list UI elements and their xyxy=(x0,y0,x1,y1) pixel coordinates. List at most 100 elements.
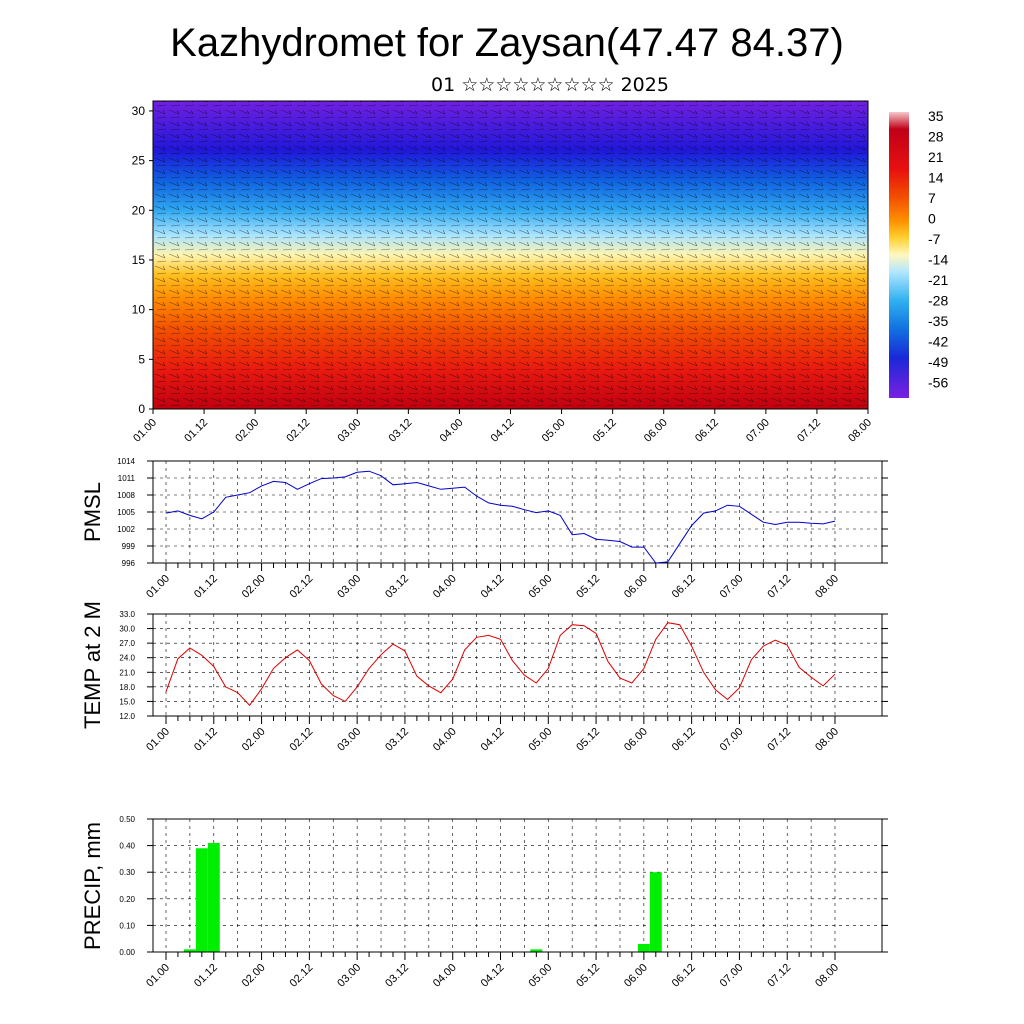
precip-bar xyxy=(207,842,220,952)
wind-vectors xyxy=(153,101,868,409)
ytick-label: 0.10 xyxy=(119,921,135,930)
temp-panel: 12.015.018.021.024.027.030.033.0 01.00 01… xyxy=(80,601,888,754)
xtick-label: 05.12 xyxy=(574,573,602,601)
colorbar-label: 0 xyxy=(928,211,936,227)
xtick-label: 07.12 xyxy=(765,962,793,990)
xtick-label: 08.00 xyxy=(813,962,841,990)
ytick-label: 15.0 xyxy=(119,697,135,706)
heatmap-ytick-label: 25 xyxy=(132,154,146,168)
xtick-label: 03.00 xyxy=(335,726,363,754)
ytick-label: 33.0 xyxy=(119,610,135,619)
precip-y-axis: 0.00 0.10 0.20 0.30 0.40 0.50 xyxy=(119,815,888,957)
ytick-label: 1008 xyxy=(117,491,135,500)
ytick-label: 30.0 xyxy=(119,625,135,634)
xtick-label: 02.12 xyxy=(288,726,316,754)
xtick-label: 07.00 xyxy=(718,962,746,990)
heatmap-xtick-label: 04.12 xyxy=(489,417,517,445)
pmsl-x-axis: 01.00 01.12 02.00 02.12 03.00 03.12 04.00 04.12… xyxy=(144,563,841,601)
colorbar-label: 7 xyxy=(928,190,936,206)
heatmap-xtick-label: 02.12 xyxy=(284,417,312,445)
ytick-label: 24.0 xyxy=(119,654,135,663)
xtick-label: 07.12 xyxy=(765,573,793,601)
xtick-label: 04.12 xyxy=(479,573,507,601)
xtick-label: 01.00 xyxy=(144,573,172,601)
heatmap-xtick-label: 01.12 xyxy=(182,417,210,445)
colorbar-bar xyxy=(889,112,909,398)
xtick-label: 06.12 xyxy=(670,573,698,601)
ytick-label: 0.50 xyxy=(119,815,135,824)
chart-title: Kazhydromet for Zaysan(47.47 84.37) xyxy=(170,21,844,65)
heatmap-xtick-label: 06.00 xyxy=(642,417,670,445)
heatmap-panel: 0 5 10 15 20 25 30 01.00 01.12 02.00 02.12 03.00 03… xyxy=(131,100,874,445)
xtick-label: 04.00 xyxy=(431,573,459,601)
colorbar-label: -21 xyxy=(928,272,948,288)
ytick-label: 1011 xyxy=(118,474,136,483)
heatmap-xtick-label: 05.00 xyxy=(540,417,568,445)
ytick-label: 999 xyxy=(122,542,136,551)
xtick-label: 07.00 xyxy=(718,726,746,754)
heatmap-xtick-label: 02.00 xyxy=(233,417,261,445)
xtick-label: 05.12 xyxy=(574,962,602,990)
ytick-label: 0.40 xyxy=(119,842,135,851)
colorbar-label: 21 xyxy=(928,149,944,165)
xtick-label: 08.00 xyxy=(813,573,841,601)
ytick-label: 0.00 xyxy=(119,948,135,957)
precip-bars xyxy=(183,842,662,952)
precip-grid xyxy=(153,818,882,953)
ytick-label: 1005 xyxy=(117,508,135,517)
heatmap-ytick-label: 10 xyxy=(132,303,146,317)
xtick-label: 02.12 xyxy=(288,962,316,990)
precip-bar xyxy=(637,944,650,952)
colorbar-label: -14 xyxy=(928,252,948,268)
xtick-label: 02.12 xyxy=(288,573,316,601)
xtick-label: 03.12 xyxy=(383,726,411,754)
temp-y-axis: 12.0 15.0 18.0 21.0 24.0 27.0 30.0 33.0 xyxy=(119,610,888,721)
heatmap-xtick-label: 04.00 xyxy=(438,417,466,445)
pmsl-ylabel: PMSL xyxy=(80,482,105,542)
heatmap-ytick-label: 15 xyxy=(132,253,146,267)
ytick-label: 0.30 xyxy=(119,868,135,877)
colorbar-labels: 35 28 21 14 7 0 -7 -14 -21 -28 -35 -42 -49 -56 xyxy=(928,108,948,391)
xtick-label: 07.12 xyxy=(765,726,793,754)
pmsl-y-axis: 996 999 1002 1005 1008 1011 1014 xyxy=(117,457,888,568)
pmsl-series-line xyxy=(165,470,836,564)
xtick-label: 04.00 xyxy=(431,962,459,990)
colorbar-label: -28 xyxy=(928,293,948,309)
temp-x-axis: 01.00 01.12 02.00 02.12 03.00 03.12 04.00 04.12… xyxy=(144,716,841,754)
ytick-label: 996 xyxy=(122,559,136,568)
xtick-label: 04.12 xyxy=(479,962,507,990)
xtick-label: 03.12 xyxy=(383,573,411,601)
heatmap-x-axis: 01.00 01.12 02.00 02.12 03.00 03.12 04.00 04.12… xyxy=(131,409,874,445)
xtick-label: 06.00 xyxy=(622,962,650,990)
heatmap-xtick-label: 05.12 xyxy=(591,417,619,445)
colorbar-label: 35 xyxy=(928,108,944,124)
precip-bar xyxy=(530,949,543,952)
xtick-label: 07.00 xyxy=(718,573,746,601)
ytick-label: 27.0 xyxy=(119,639,135,648)
xtick-label: 05.00 xyxy=(526,962,554,990)
pmsl-panel: 996 999 1002 1005 1008 1011 1014 01.00 01.12 02.… xyxy=(80,457,888,601)
xtick-label: 04.00 xyxy=(431,726,459,754)
heatmap-xtick-label: 07.00 xyxy=(744,417,772,445)
colorbar-label: -56 xyxy=(928,375,948,391)
xtick-label: 05.12 xyxy=(574,726,602,754)
heatmap-ytick-label: 30 xyxy=(132,104,146,118)
xtick-label: 03.00 xyxy=(335,573,363,601)
heatmap-ytick-label: 0 xyxy=(138,402,145,416)
ytick-label: 21.0 xyxy=(119,668,135,677)
xtick-label: 06.00 xyxy=(622,726,650,754)
chart-subtitle: 01 ☆☆☆☆☆☆☆☆☆ 2025 xyxy=(431,74,669,96)
xtick-label: 01.12 xyxy=(192,573,220,601)
colorbar-label: -49 xyxy=(928,354,948,370)
xtick-label: 03.12 xyxy=(383,962,411,990)
colorbar-label: -7 xyxy=(928,231,941,247)
precip-x-axis: 01.00 01.12 02.00 02.12 03.00 03.12 04.00 04.12… xyxy=(144,952,841,990)
xtick-label: 06.00 xyxy=(622,573,650,601)
xtick-label: 02.00 xyxy=(240,726,268,754)
temp-grid xyxy=(153,613,882,717)
xtick-label: 04.12 xyxy=(479,726,507,754)
xtick-label: 06.12 xyxy=(670,962,698,990)
heatmap-xtick-label: 01.00 xyxy=(131,417,159,445)
xtick-label: 05.00 xyxy=(526,726,554,754)
